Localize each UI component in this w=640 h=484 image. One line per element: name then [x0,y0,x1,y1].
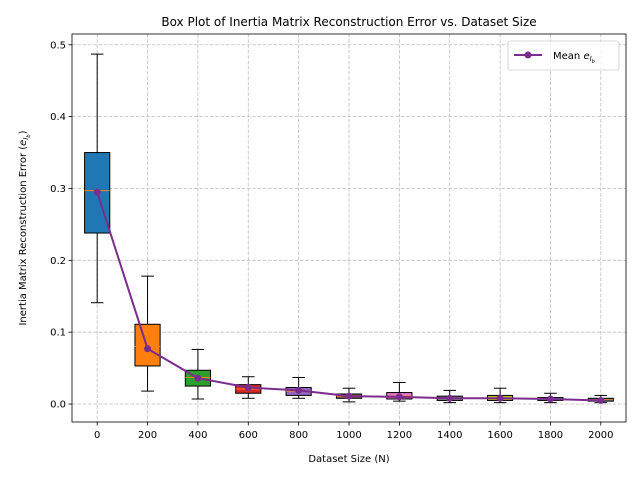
x-tick-label: 800 [289,430,308,441]
x-tick-label: 600 [239,430,258,441]
x-axis-label: Dataset Size (N) [308,454,389,465]
mean-point [446,394,454,402]
mean-point [345,392,353,400]
y-axis-label-sub2: b [26,134,32,137]
y-tick-label: 0.2 [50,256,66,267]
x-tick-label: 1400 [437,430,462,441]
mean-point [395,393,403,401]
mean-point [244,384,252,392]
y-tick-label: 0.5 [50,40,66,51]
x-tick-label: 1600 [487,430,512,441]
y-tick-label: 0.1 [50,328,66,339]
x-tick-label: 200 [138,430,157,441]
legend-entry-symbol: e [583,51,589,62]
mean-point [295,386,303,394]
y-axis-label-close: ) [18,130,29,134]
legend-entry-sub2: b [592,59,595,65]
y-axis-label-sub1: I [22,138,30,140]
mean-point [546,395,554,403]
y-axis-label-text: Inertia Matrix Reconstruction Error ( [18,146,29,326]
mean-point [194,374,202,382]
y-axis-label: Inertia Matrix Reconstruction Error (eIb… [18,130,32,325]
x-tick-label: 400 [188,430,207,441]
x-tick-label: 2000 [588,430,613,441]
legend-dot-marker [524,51,532,59]
legend-entry-mean: Mean eIb [553,51,595,65]
x-tick-label: 1800 [538,430,563,441]
y-axis-label-symbol: e [18,140,29,146]
legend-entry-sub1: I [590,55,592,63]
x-tick-label: 1000 [336,430,361,441]
box-iqr [134,323,161,367]
y-tick-label: 0.4 [50,112,66,123]
y-tick-label: 0.3 [50,184,66,195]
mean-point [93,188,101,196]
legend-entry-text: Mean [553,51,583,62]
legend: Mean eIb [507,40,620,71]
box-group [134,275,161,392]
mean-point [144,345,152,353]
mean-point [597,396,605,404]
x-tick-label: 0 [94,430,100,441]
x-tick-label: 1200 [387,430,412,441]
legend-box [507,40,620,71]
chart-title: Box Plot of Inertia Matrix Reconstructio… [161,15,536,29]
y-tick-label: 0.0 [50,400,66,411]
mean-point [496,394,504,402]
